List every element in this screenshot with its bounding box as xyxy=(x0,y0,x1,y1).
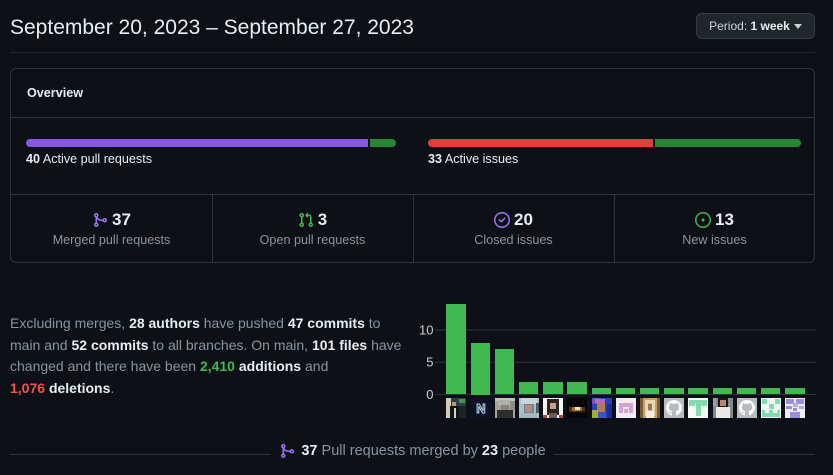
svg-text:N: N xyxy=(476,401,485,416)
svg-text:5: 5 xyxy=(426,355,433,370)
svg-text:0: 0 xyxy=(426,387,433,402)
svg-text:10: 10 xyxy=(420,323,434,338)
